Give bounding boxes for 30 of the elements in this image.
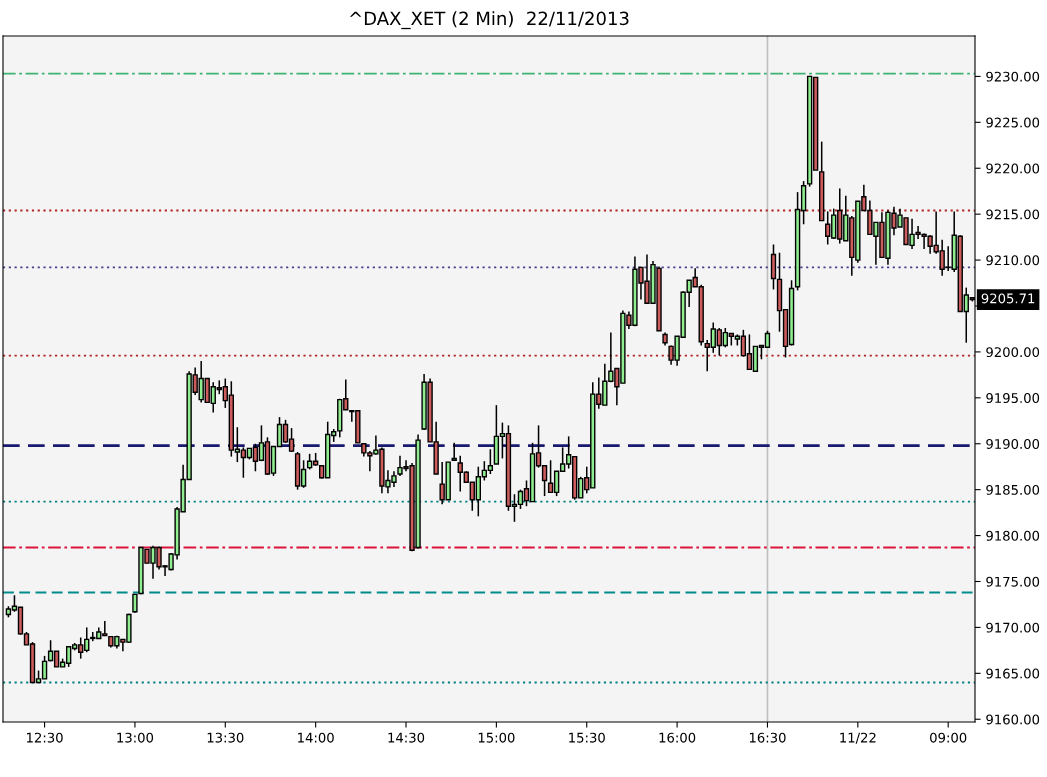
- candlestick: [451, 442, 457, 462]
- y-tick-label: 9170.00: [986, 622, 1040, 633]
- x-tick-label: 14:00: [298, 732, 334, 743]
- chart-title: ^DAX_XET (2 Min) 22/11/2013: [349, 11, 629, 30]
- y-tick-label: 9165.00: [986, 668, 1040, 679]
- x-tick-label: 15:00: [478, 732, 515, 743]
- y-tick-label: 9215.00: [986, 209, 1040, 220]
- candlestick: [770, 243, 777, 291]
- y-tick-label: 9185.00: [986, 484, 1040, 495]
- y-tick-label: 9190.00: [986, 438, 1040, 449]
- x-tick-label: 15:30: [569, 732, 605, 743]
- x-tick-label: 12:30: [27, 732, 63, 743]
- y-tick-label: 9210.00: [986, 255, 1040, 266]
- y-tick-label: 9200.00: [986, 347, 1040, 358]
- y-tick-label: 9175.00: [986, 576, 1040, 587]
- x-tick-label: 16:30: [749, 732, 786, 743]
- y-tick-label: 9195.00: [986, 393, 1040, 404]
- x-tick-label: 13:30: [207, 732, 244, 743]
- x-tick-label: 14:30: [388, 732, 425, 743]
- y-tick-label: 9220.00: [986, 163, 1040, 174]
- candlestick: [132, 593, 138, 614]
- x-tick-label: 11/22: [840, 732, 876, 744]
- y-tick-label: 9160.00: [986, 714, 1040, 725]
- x-tick-label: 09:00: [930, 732, 967, 743]
- x-tick-label: 16:00: [659, 732, 696, 743]
- text: 9205.71: [981, 293, 1035, 304]
- y-tick-label: 9230.00: [986, 71, 1040, 82]
- y-tick-label: 9180.00: [986, 530, 1040, 541]
- y-tick-label: 9225.00: [986, 117, 1040, 128]
- x-tick-label: 13:00: [117, 732, 154, 743]
